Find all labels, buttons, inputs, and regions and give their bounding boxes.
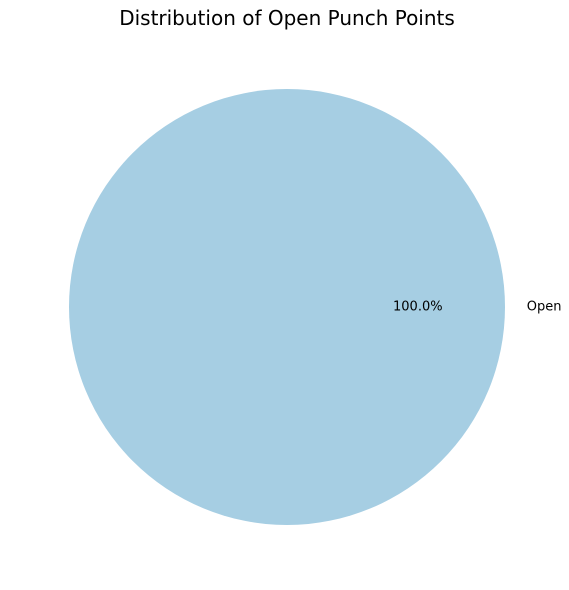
pie-slice-open (69, 89, 505, 525)
pie-slices (69, 89, 505, 525)
pie-labels: Open 100.0% (393, 300, 562, 315)
slice-percentage-label: 100.0% (393, 300, 443, 315)
chart-title: Distribution of Open Punch Points (119, 6, 455, 30)
slice-label: Open (527, 300, 562, 315)
